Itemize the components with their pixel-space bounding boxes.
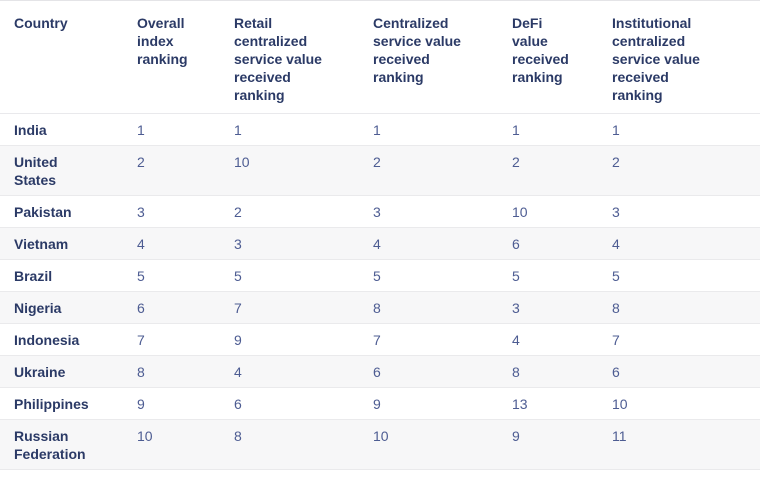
rank-cell: 3 <box>373 204 381 220</box>
rank-cell: 8 <box>137 364 145 380</box>
rank-cell: 8 <box>512 364 520 380</box>
rank-cell: 7 <box>612 332 620 348</box>
table-row: Ukraine 8 4 6 8 6 <box>0 355 760 388</box>
rank-cell: 3 <box>512 300 520 316</box>
rank-cell: 3 <box>612 204 620 220</box>
column-header-defi-ranking: DeFi value received ranking <box>512 15 569 85</box>
rank-cell: 2 <box>612 154 620 170</box>
rank-cell: 2 <box>234 204 242 220</box>
rank-cell: 10 <box>137 428 153 444</box>
rank-cell: 7 <box>234 300 242 316</box>
column-header-country: Country <box>14 15 68 31</box>
rankings-table: Country Overall index ranking Retail cen… <box>0 0 760 470</box>
rank-cell: 5 <box>612 268 620 284</box>
rank-cell: 8 <box>373 300 381 316</box>
country-cell: Philippines <box>14 396 89 412</box>
rank-cell: 13 <box>512 396 528 412</box>
table-row: United States 2 10 2 2 2 <box>0 145 760 196</box>
rank-cell: 4 <box>612 236 620 252</box>
table-row: Brazil 5 5 5 5 5 <box>0 259 760 292</box>
rank-cell: 10 <box>612 396 628 412</box>
table-row: Pakistan 3 2 3 10 3 <box>0 195 760 228</box>
rank-cell: 1 <box>137 122 145 138</box>
country-cell: Pakistan <box>14 204 72 220</box>
rank-cell: 8 <box>612 300 620 316</box>
rank-cell: 4 <box>137 236 145 252</box>
header-row: Country Overall index ranking Retail cen… <box>0 1 760 114</box>
rank-cell: 2 <box>373 154 381 170</box>
rank-cell: 3 <box>137 204 145 220</box>
rank-cell: 1 <box>612 122 620 138</box>
rank-cell: 9 <box>137 396 145 412</box>
rank-cell: 9 <box>512 428 520 444</box>
country-cell: Vietnam <box>14 236 69 252</box>
rank-cell: 6 <box>137 300 145 316</box>
rank-cell: 9 <box>373 396 381 412</box>
rank-cell: 6 <box>373 364 381 380</box>
rank-cell: 7 <box>373 332 381 348</box>
column-header-centralized-ranking: Centralized service value received ranki… <box>373 15 461 85</box>
rank-cell: 2 <box>512 154 520 170</box>
rank-cell: 5 <box>512 268 520 284</box>
rank-cell: 7 <box>137 332 145 348</box>
country-cell: Russian Federation <box>14 428 86 462</box>
table-row: Indonesia 7 9 7 4 7 <box>0 323 760 356</box>
country-cell: India <box>14 122 47 138</box>
rank-cell: 1 <box>512 122 520 138</box>
rank-cell: 1 <box>234 122 242 138</box>
rank-cell: 11 <box>612 428 627 444</box>
crypto-adoption-rankings-panel: Country Overall index ranking Retail cen… <box>0 0 760 470</box>
country-cell: United States <box>14 154 58 188</box>
rank-cell: 5 <box>234 268 242 284</box>
rank-cell: 4 <box>512 332 520 348</box>
table-row: Nigeria 6 7 8 3 8 <box>0 291 760 324</box>
rank-cell: 6 <box>612 364 620 380</box>
column-header-overall-index-ranking: Overall index ranking <box>137 15 188 67</box>
rank-cell: 4 <box>373 236 381 252</box>
rank-cell: 9 <box>234 332 242 348</box>
rank-cell: 6 <box>512 236 520 252</box>
rank-cell: 5 <box>137 268 145 284</box>
table-row: Russian Federation 10 8 10 9 11 <box>0 419 760 470</box>
table-row: Philippines 9 6 9 13 10 <box>0 387 760 420</box>
rank-cell: 1 <box>373 122 381 138</box>
column-header-institutional-ranking: Institutional centralized service value … <box>612 15 700 103</box>
rank-cell: 4 <box>234 364 242 380</box>
rank-cell: 10 <box>512 204 528 220</box>
rank-cell: 3 <box>234 236 242 252</box>
country-cell: Brazil <box>14 268 53 284</box>
rank-cell: 5 <box>373 268 381 284</box>
rank-cell: 2 <box>137 154 145 170</box>
country-cell: Ukraine <box>14 364 66 380</box>
rank-cell: 6 <box>234 396 242 412</box>
country-cell: Nigeria <box>14 300 62 316</box>
table-row: Vietnam 4 3 4 6 4 <box>0 227 760 260</box>
rank-cell: 10 <box>373 428 389 444</box>
country-cell: Indonesia <box>14 332 80 348</box>
table-row: India 1 1 1 1 1 <box>0 114 760 146</box>
rank-cell: 8 <box>234 428 242 444</box>
rank-cell: 10 <box>234 154 250 170</box>
column-header-retail-centralized-ranking: Retail centralized service value receive… <box>234 15 322 103</box>
